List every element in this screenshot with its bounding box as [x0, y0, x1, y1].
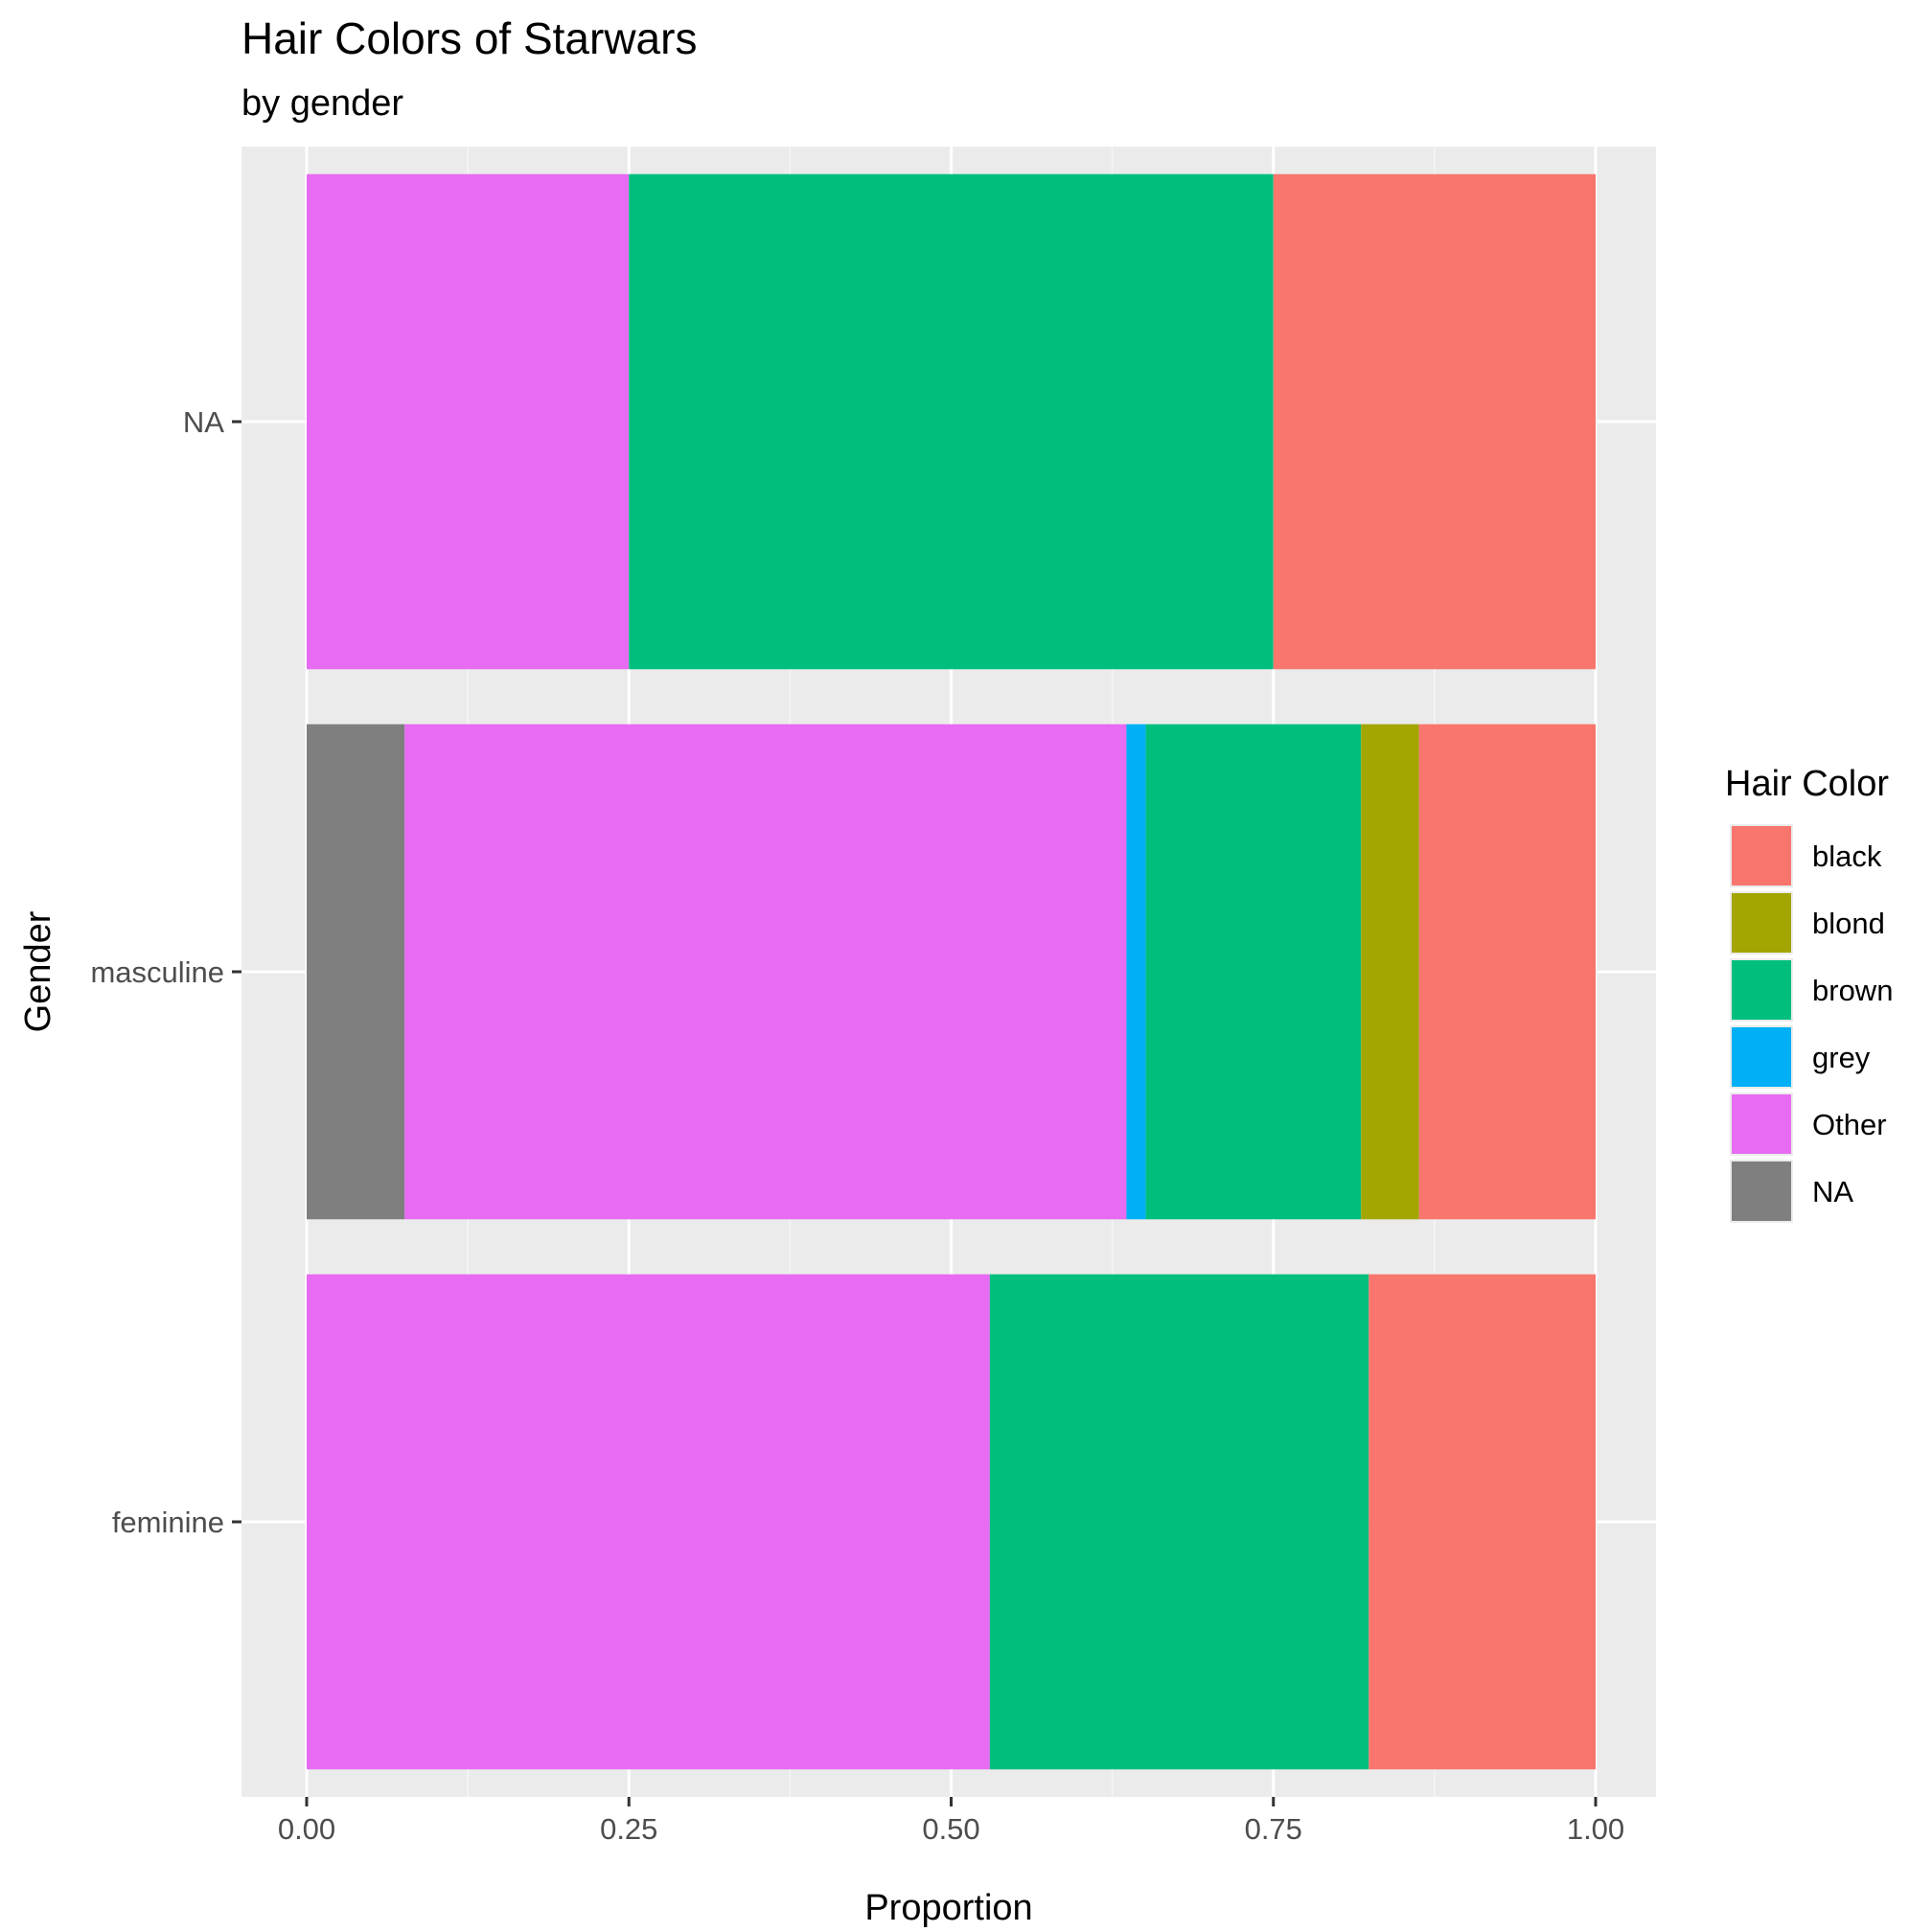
- x-axis: 0.00 0.25 0.50 0.75 1.00: [278, 1797, 1624, 1846]
- bar-masculine-na: [307, 724, 405, 1220]
- bar-masculine-grey: [1126, 724, 1146, 1220]
- y-tick-label: NA: [183, 405, 224, 439]
- x-tick-label: 0.25: [600, 1812, 657, 1846]
- legend-swatch: [1732, 826, 1791, 886]
- legend-swatch: [1732, 1027, 1791, 1087]
- legend-label: brown: [1812, 974, 1893, 1007]
- legend-label: black: [1812, 840, 1882, 873]
- bar-masculine-blond: [1361, 724, 1419, 1220]
- bar-feminine-black: [1368, 1274, 1596, 1770]
- legend-label: Other: [1812, 1108, 1887, 1141]
- legend-swatch: [1732, 960, 1791, 1020]
- bar-masculine-brown: [1145, 724, 1362, 1220]
- legend-label: blond: [1812, 907, 1885, 940]
- legend-items: black blond brown grey Other NA: [1730, 824, 1893, 1223]
- legend-title: Hair Color: [1725, 764, 1889, 804]
- y-tick-label: feminine: [112, 1506, 224, 1539]
- x-tick-label: 0.00: [278, 1812, 335, 1846]
- bar-masculine-black: [1418, 724, 1596, 1220]
- bar-na-other: [307, 173, 630, 670]
- y-axis-title: Gender: [18, 910, 58, 1032]
- legend: Hair Color black blond brown grey Other NA: [1725, 764, 1893, 1223]
- chart-subtitle: by gender: [242, 83, 403, 124]
- bar-na-black: [1273, 173, 1596, 670]
- y-axis: feminine masculine NA: [90, 405, 242, 1539]
- bars: [307, 173, 1596, 1770]
- bar-feminine-other: [307, 1274, 990, 1770]
- x-tick-label: 1.00: [1567, 1812, 1624, 1846]
- x-tick-label: 0.50: [922, 1812, 979, 1846]
- bar-na-brown: [629, 173, 1274, 670]
- legend-label: grey: [1812, 1041, 1871, 1074]
- legend-swatch: [1732, 893, 1791, 953]
- x-axis-title: Proportion: [864, 1888, 1032, 1928]
- legend-swatch: [1732, 1094, 1791, 1154]
- bar-masculine-other: [404, 724, 1127, 1220]
- bar-feminine-brown: [989, 1274, 1369, 1770]
- y-tick-label: masculine: [90, 955, 224, 989]
- chart-title: Hair Colors of Starwars: [242, 13, 697, 63]
- x-tick-label: 0.75: [1245, 1812, 1302, 1846]
- legend-label: NA: [1812, 1175, 1853, 1208]
- legend-swatch: [1732, 1162, 1791, 1221]
